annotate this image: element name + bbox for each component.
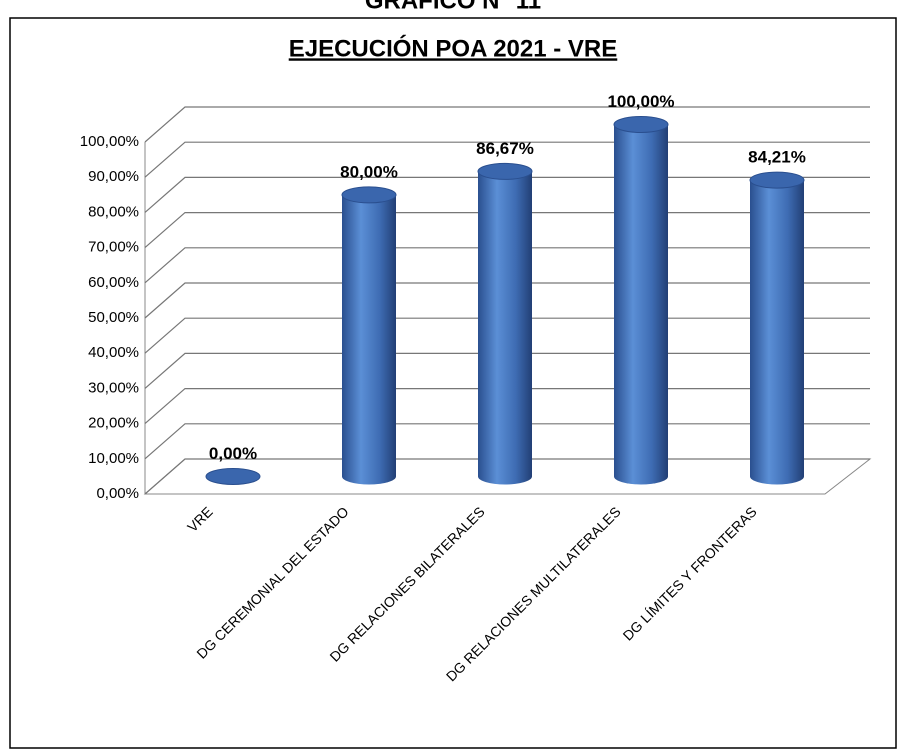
y-tick-label: 40,00% <box>88 344 139 361</box>
y-tick-label: 60,00% <box>88 274 139 291</box>
value-label: 84,21% <box>748 148 806 167</box>
value-label: 80,00% <box>340 162 398 181</box>
x-tick-label: DG LÍMITES Y FRONTERAS <box>620 503 760 643</box>
y-tick-label: 0,00% <box>96 485 139 502</box>
page-header: GRÁFICO N° 11 <box>365 0 541 14</box>
y-tick-label: 100,00% <box>80 133 139 150</box>
bar-top <box>205 468 261 485</box>
x-tick-label: DG CEREMONIAL DEL ESTADO <box>193 503 351 661</box>
chart-title: EJECUCIÓN POA 2021 - VRE <box>289 34 618 62</box>
bar-top <box>477 162 533 180</box>
y-tick-label: 70,00% <box>88 239 139 256</box>
value-label: 100,00% <box>607 92 674 111</box>
bar <box>613 116 669 485</box>
grid-line <box>144 106 870 143</box>
frame <box>9 17 897 749</box>
bar-body <box>614 124 668 485</box>
bar-body <box>478 171 532 485</box>
y-tick-label: 50,00% <box>88 309 139 326</box>
value-label: 0,00% <box>209 444 257 463</box>
bar-body <box>750 180 804 485</box>
x-tick-label: DG RELACIONES BILATERALES <box>326 503 487 664</box>
value-label: 86,67% <box>476 139 534 158</box>
bar <box>341 186 397 485</box>
bar-top <box>749 171 805 189</box>
bar <box>205 468 261 485</box>
bar-top <box>341 186 397 204</box>
bar <box>749 171 805 485</box>
bar-top <box>613 116 669 133</box>
y-tick-label: 10,00% <box>88 450 139 467</box>
bar <box>477 162 533 485</box>
x-tick-label: VRE <box>184 503 216 535</box>
y-tick-label: 30,00% <box>88 379 139 396</box>
bar-body <box>342 194 396 485</box>
y-tick-label: 90,00% <box>88 168 139 185</box>
y-tick-label: 20,00% <box>88 415 139 432</box>
y-tick-label: 80,00% <box>88 203 139 220</box>
